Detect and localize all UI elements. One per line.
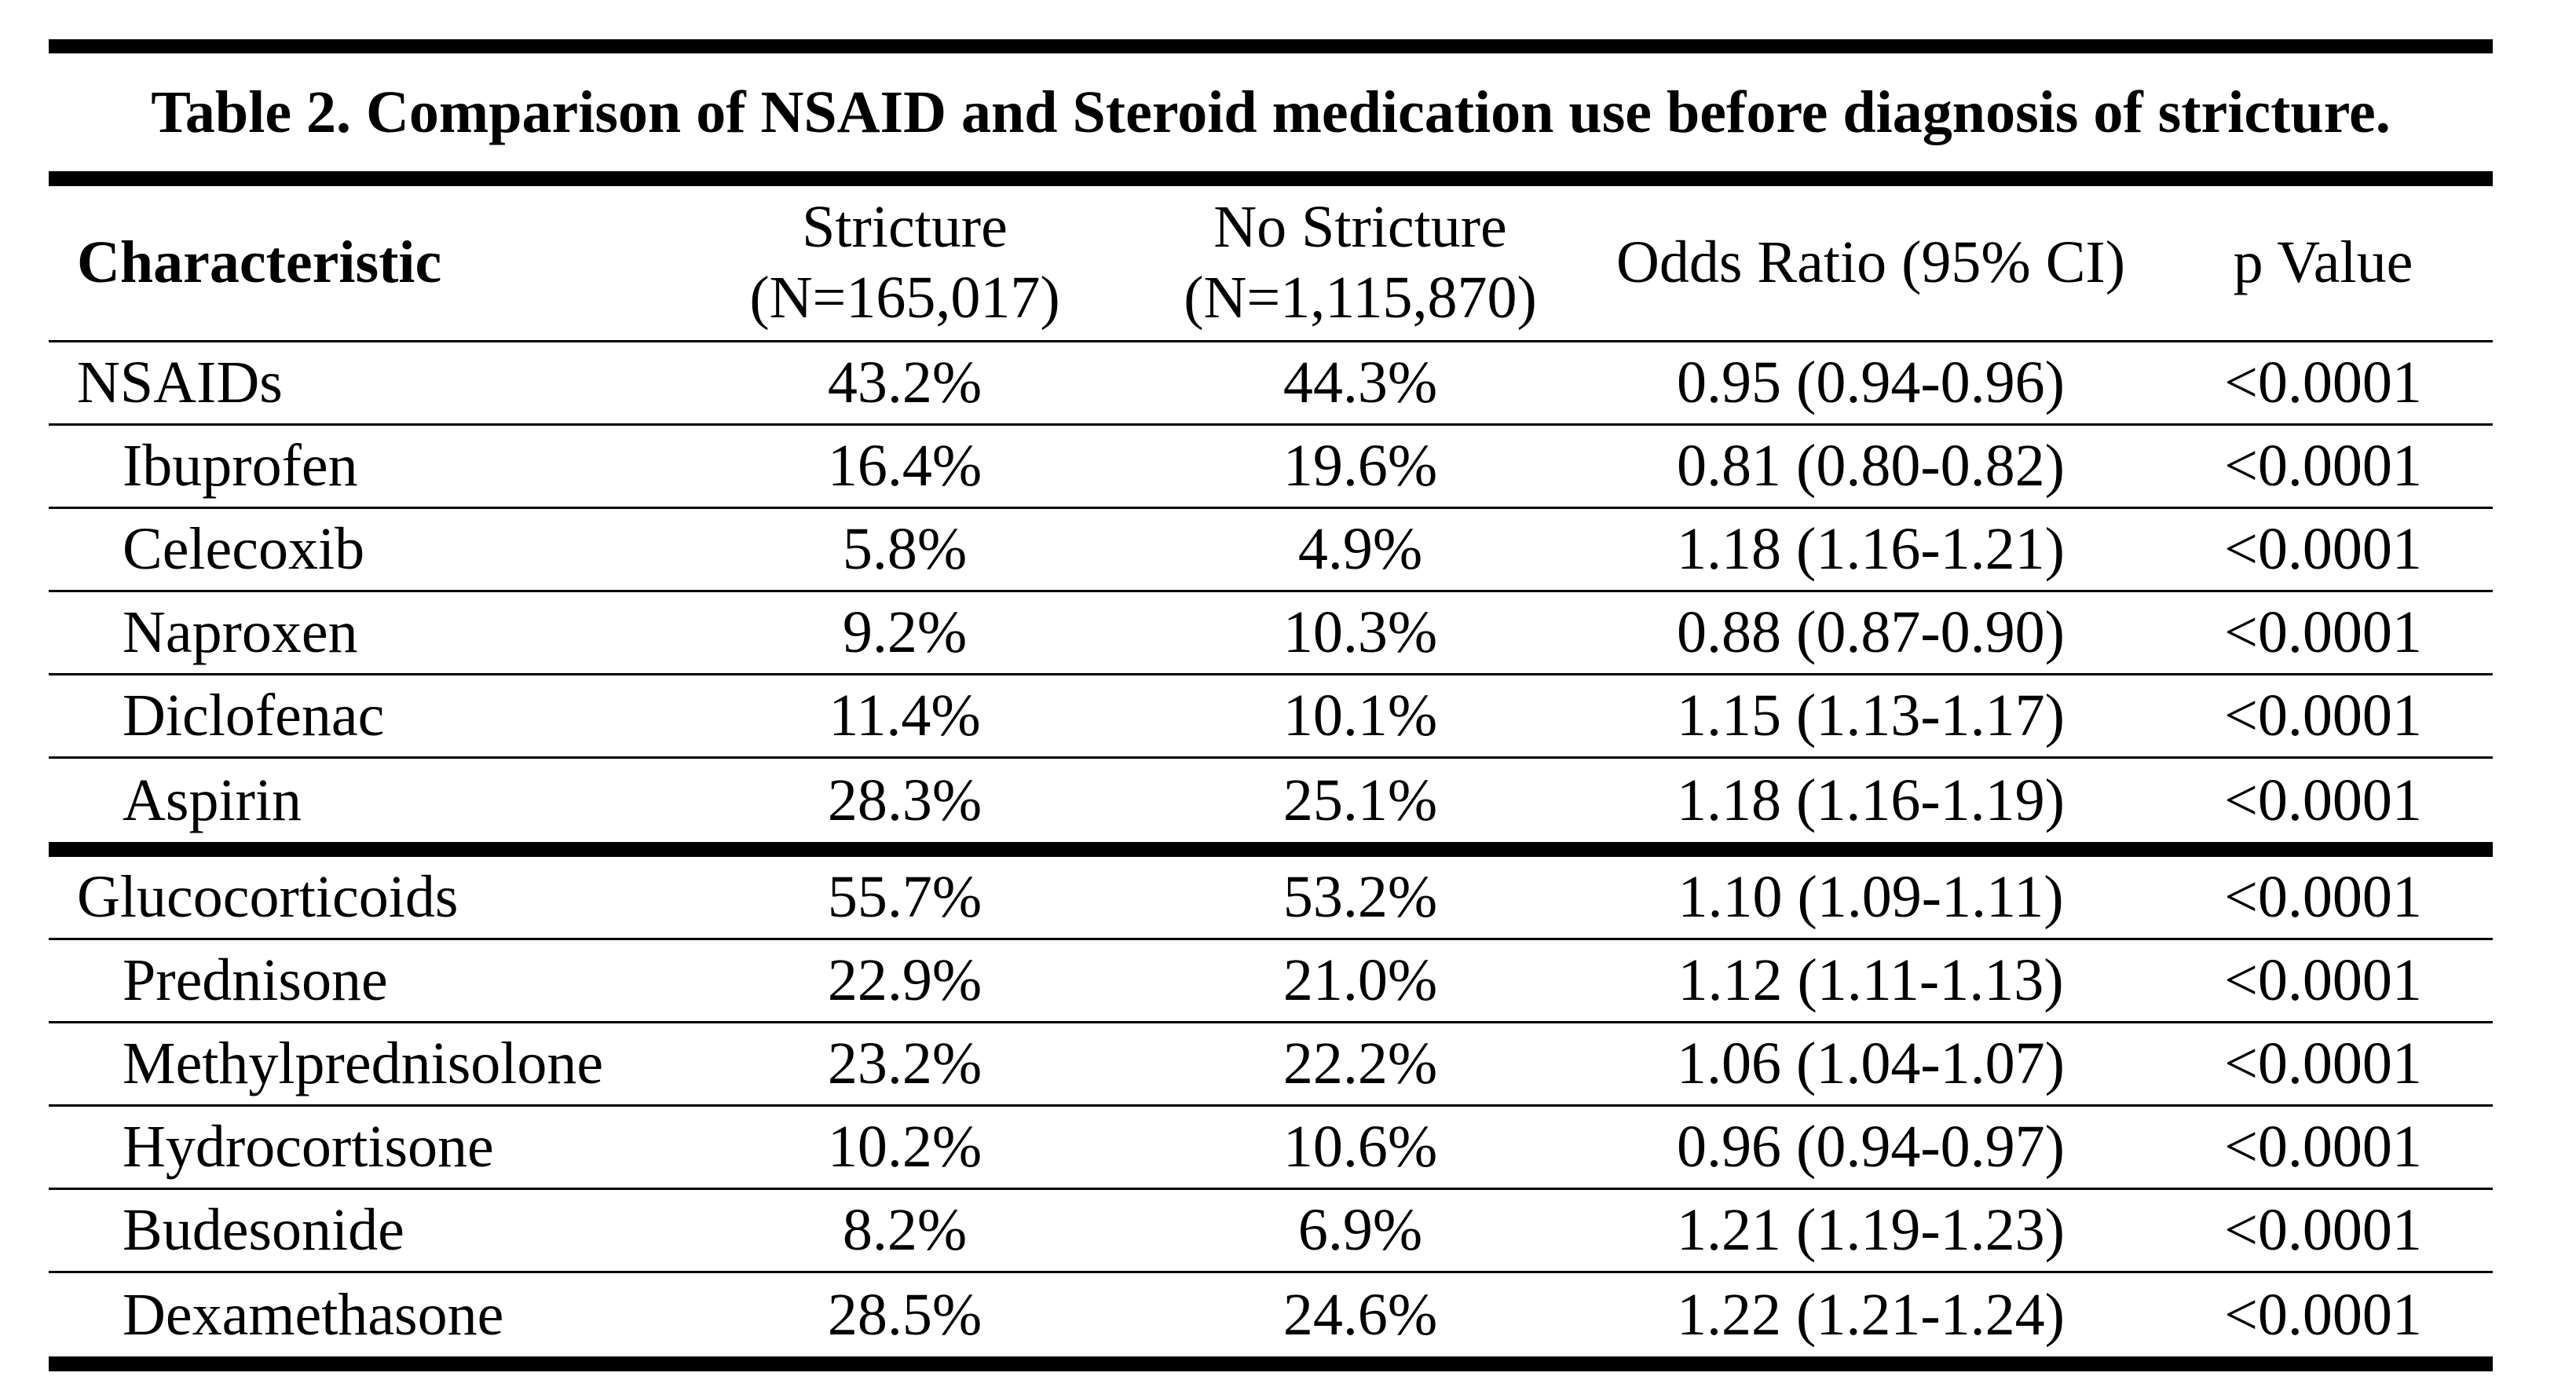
row-odds-ratio: 1.22 (1.21-1.24) [1677,1281,2065,1348]
nsaid-section: NSAIDs 43.2% 44.3% 0.95 (0.94-0.96) <0.0001 I… [49,342,2493,842]
table-title: Table 2. Comparison of NSAID and Steroid… [151,79,2391,145]
row-p-value: <0.0001 [2224,1030,2422,1096]
row-no-stricture-value: 19.6% [1283,433,1438,499]
row-p-value: <0.0001 [2224,1114,2422,1180]
row-stricture-value: 16.4% [827,433,982,499]
header-stricture: Stricture (N=165,017) [677,192,1132,333]
header-p-value: p Value [2233,229,2413,296]
row-p-value: <0.0001 [2224,767,2422,833]
table-row: Prednisone 22.9% 21.0% 1.12 (1.11-1.13) <0.0… [49,940,2493,1023]
row-p-value: <0.0001 [2224,864,2422,930]
table-row: Budesonide 8.2% 6.9% 1.21 (1.19-1.23) <0.000… [49,1190,2493,1273]
row-no-stricture-value: 24.6% [1283,1281,1438,1348]
row-p-value: <0.0001 [2224,599,2422,665]
row-characteristic: Budesonide [123,1197,404,1263]
row-stricture-value: 55.7% [827,864,982,930]
row-odds-ratio: 1.10 (1.09-1.11) [1678,864,2064,930]
header-stricture-n: (N=165,017) [749,265,1060,331]
row-characteristic: NSAIDs [77,350,283,415]
row-p-value: <0.0001 [2224,516,2422,582]
header-row: Characteristic Stricture (N=165,017) No … [49,186,2493,342]
row-characteristic: Dexamethasone [123,1281,504,1348]
table-row: Dexamethasone 28.5% 24.6% 1.22 (1.21-1.24) <… [49,1273,2493,1356]
row-odds-ratio: 0.81 (0.80-0.82) [1677,433,2065,499]
row-odds-ratio: 1.06 (1.04-1.07) [1677,1030,2065,1096]
row-stricture-value: 28.3% [827,767,982,833]
row-odds-ratio: 1.15 (1.13-1.17) [1677,683,2065,749]
header-no-stricture-n: (N=1,115,870) [1184,265,1537,331]
row-stricture-value: 5.8% [842,516,968,582]
bottom-rule [49,1356,2493,1371]
row-p-value: <0.0001 [2224,947,2422,1013]
row-p-value: <0.0001 [2224,433,2422,499]
row-stricture-value: 10.2% [827,1114,982,1180]
row-odds-ratio: 1.12 (1.11-1.13) [1678,947,2064,1013]
row-stricture-value: 8.2% [842,1197,968,1263]
row-stricture-value: 9.2% [842,599,968,665]
table-row: Celecoxib 5.8% 4.9% 1.18 (1.16-1.21) <0.0001 [49,509,2493,592]
header-no-stricture-label: No Stricture [1213,194,1507,261]
table-row: Hydrocortisone 10.2% 10.6% 0.96 (0.94-0.97)… [49,1107,2493,1190]
row-characteristic: Hydrocortisone [123,1114,494,1180]
row-p-value: <0.0001 [2224,1197,2422,1263]
row-no-stricture-value: 10.6% [1283,1114,1438,1180]
row-characteristic: Glucocorticoids [77,864,459,930]
table-row: Diclofenac 11.4% 10.1% 1.15 (1.13-1.17) <0.0… [49,675,2493,759]
row-stricture-value: 23.2% [827,1030,982,1096]
row-no-stricture-value: 21.0% [1283,947,1438,1013]
row-characteristic: Methylprednisolone [123,1030,604,1096]
results-table: Table 2. Comparison of NSAID and Steroid… [49,39,2493,1371]
row-stricture-value: 43.2% [827,350,982,415]
header-stricture-label: Stricture [802,194,1008,261]
row-no-stricture-value: 22.2% [1283,1030,1438,1096]
row-stricture-value: 11.4% [829,683,981,749]
top-rule [49,39,2493,53]
row-no-stricture-value: 6.9% [1297,1197,1423,1263]
row-stricture-value: 28.5% [827,1281,982,1348]
header-characteristic: Characteristic [77,229,442,296]
row-odds-ratio: 1.18 (1.16-1.21) [1677,516,2065,582]
row-no-stricture-value: 44.3% [1283,350,1438,415]
table-row: Naproxen 9.2% 10.3% 0.88 (0.87-0.90) <0.0001 [49,592,2493,675]
row-characteristic: Ibuprofen [123,433,358,499]
table-row: Aspirin 28.3% 25.1% 1.18 (1.16-1.19) <0.0001 [49,759,2493,842]
row-odds-ratio: 0.88 (0.87-0.90) [1677,599,2065,665]
row-p-value: <0.0001 [2224,683,2422,749]
glucocorticoid-section: Glucocorticoids 55.7% 53.2% 1.10 (1.09-1.11… [49,857,2493,1356]
row-odds-ratio: 0.96 (0.94-0.97) [1677,1114,2065,1180]
row-no-stricture-value: 53.2% [1283,864,1438,930]
row-no-stricture-value: 4.9% [1297,516,1423,582]
table-row: Ibuprofen 16.4% 19.6% 0.81 (0.80-0.82) <0.00… [49,426,2493,509]
row-odds-ratio: 1.21 (1.19-1.23) [1677,1197,2065,1263]
row-stricture-value: 22.9% [827,947,982,1013]
row-characteristic: Aspirin [123,767,302,833]
row-p-value: <0.0001 [2224,350,2422,415]
row-characteristic: Diclofenac [123,683,385,749]
header-no-stricture: No Stricture (N=1,115,870) [1132,192,1588,333]
table-row: Methylprednisolone 23.2% 22.2% 1.06 (1.04-1… [49,1023,2493,1107]
row-characteristic: Prednisone [123,947,388,1013]
row-odds-ratio: 0.95 (0.94-0.96) [1677,350,2065,415]
table-row: NSAIDs 43.2% 44.3% 0.95 (0.94-0.96) <0.0001 [49,342,2493,426]
row-characteristic: Naproxen [123,599,358,665]
title-rule [49,171,2493,186]
row-no-stricture-value: 25.1% [1283,767,1438,833]
section-rule [49,842,2493,857]
row-no-stricture-value: 10.1% [1283,683,1438,749]
table-row: Glucocorticoids 55.7% 53.2% 1.10 (1.09-1.11… [49,857,2493,940]
row-odds-ratio: 1.18 (1.16-1.19) [1677,767,2065,833]
row-no-stricture-value: 10.3% [1283,599,1438,665]
row-characteristic: Celecoxib [123,516,365,582]
row-p-value: <0.0001 [2224,1281,2422,1348]
header-odds-ratio: Odds Ratio (95% CI) [1615,229,2126,296]
